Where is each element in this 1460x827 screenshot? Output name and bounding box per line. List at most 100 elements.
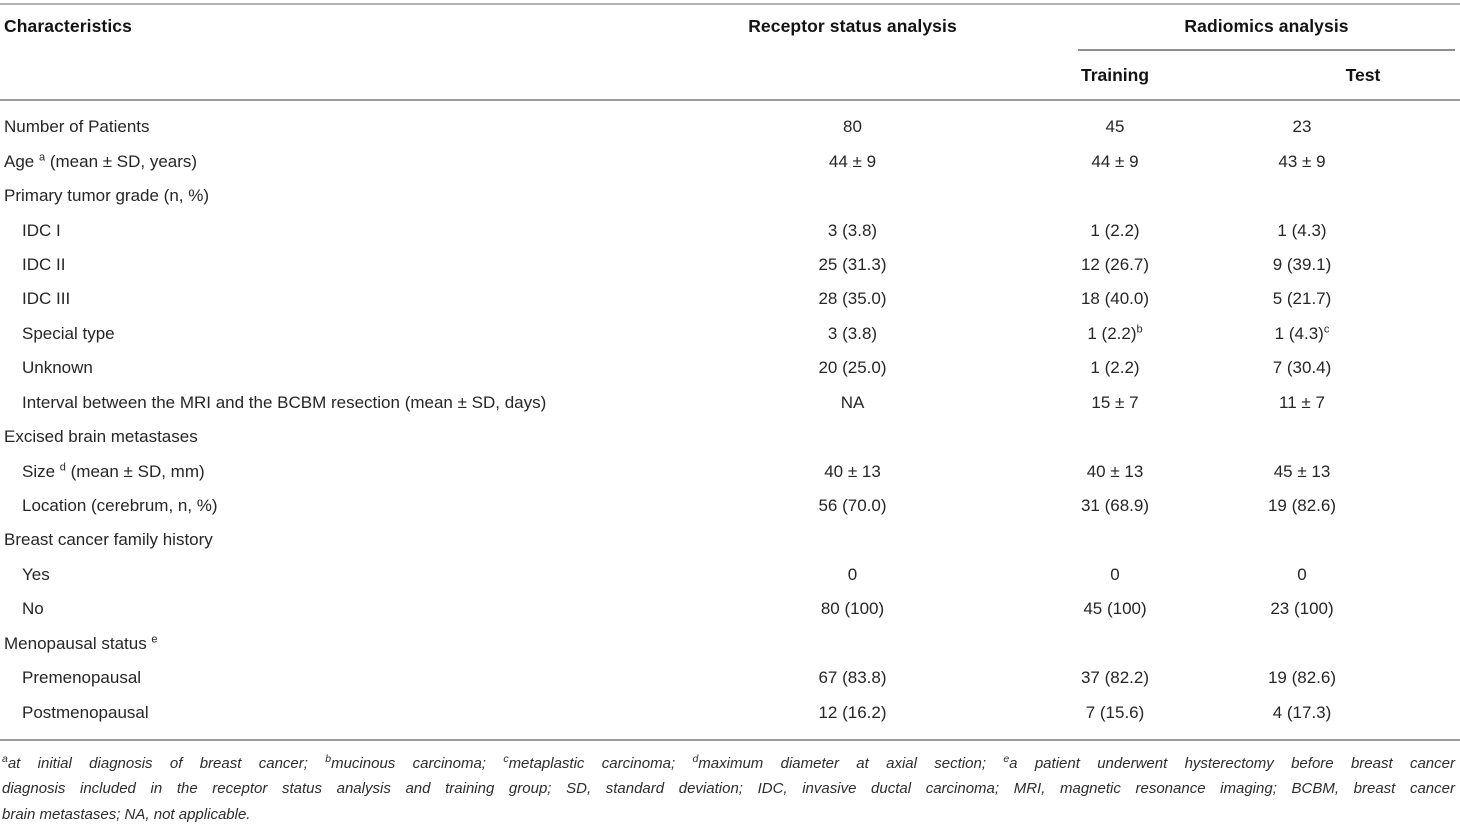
- superscript-marker: a: [2, 753, 8, 765]
- cell-test: 0: [1297, 564, 1307, 584]
- superscript-marker: d: [692, 753, 699, 765]
- footnote-line: diagnosis included in the receptor statu…: [2, 780, 1455, 798]
- superscript-marker: b: [325, 753, 332, 765]
- cell-receptor: 56 (70.0): [818, 496, 887, 516]
- table-row: Age a (mean ± SD, years) 44 ± 9 44 ± 9 43 ±…: [0, 144, 1460, 178]
- col-header-test: Test: [1345, 65, 1381, 85]
- cell-receptor: NA: [840, 392, 865, 412]
- cell-receptor: 3 (3.8): [827, 323, 878, 343]
- table-row: Special type 3 (3.8) 1 (2.2)b 1 (4.3)c: [0, 317, 1460, 351]
- superscript-marker: e: [151, 633, 158, 646]
- cell-test: 43 ± 9: [1278, 151, 1326, 171]
- col-header-training: Training: [1080, 65, 1150, 85]
- row-label: Yes: [22, 564, 50, 584]
- row-label: IDC III: [22, 289, 71, 309]
- cell-receptor: 44 ± 9: [828, 151, 877, 171]
- cell-receptor: 12 (16.2): [818, 702, 887, 722]
- radiomics-spanner-rule: [1078, 49, 1455, 51]
- table-row: IDC II 25 (31.3) 12 (26.7) 9 (39.1): [0, 248, 1460, 282]
- cell-training: 15 ± 7: [1091, 392, 1139, 412]
- cell-receptor: 67 (83.8): [818, 668, 887, 688]
- table-row: Breast cancer family history: [0, 523, 1460, 557]
- cell-training: 0: [1110, 564, 1120, 584]
- cell-training: 1 (2.2)b: [1087, 323, 1143, 343]
- cell-test: 11 ± 7: [1279, 392, 1325, 412]
- table-row: Postmenopausal 12 (16.2) 7 (15.6) 4 (17.3): [0, 695, 1460, 729]
- cell-test: 9 (39.1): [1272, 254, 1332, 274]
- table-body: Number of Patients 80 45 23 Age a (mean ± SD…: [0, 110, 1460, 730]
- table-row: Premenopausal 67 (83.8) 37 (82.2) 19 (82.6): [0, 661, 1460, 695]
- cell-training: 7 (15.6): [1085, 702, 1145, 722]
- cell-training: 44 ± 9: [1091, 151, 1139, 171]
- cell-training: 18 (40.0): [1080, 289, 1150, 309]
- table-row: IDC I 3 (3.8) 1 (2.2) 1 (4.3): [0, 213, 1460, 247]
- header-bottom-rule: [0, 99, 1460, 101]
- superscript-marker: a: [38, 151, 46, 163]
- table-row: Size d (mean ± SD, mm) 40 ± 13 40 ± 13 45 ±…: [0, 454, 1460, 488]
- cell-test: 23: [1292, 117, 1312, 137]
- table-row: Number of Patients 80 45 23: [0, 110, 1460, 144]
- footnote-line: brain metastases; NA, not applicable.: [2, 805, 251, 823]
- row-label: Menopausal status e: [4, 633, 158, 653]
- row-label: Premenopausal: [22, 668, 142, 688]
- row-label: Location (cerebrum, n, %): [22, 496, 218, 516]
- table-row: Excised brain metastases: [0, 420, 1460, 454]
- superscript-marker: d: [59, 460, 66, 473]
- cell-receptor: 80: [843, 117, 862, 137]
- table-row: IDC III 28 (35.0) 18 (40.0) 5 (21.7): [0, 282, 1460, 316]
- footnote-line: aat initial diagnosis of breast cancer; …: [2, 753, 1455, 772]
- table-row: Yes 0 0 0: [0, 558, 1460, 592]
- row-label: Special type: [22, 323, 115, 343]
- col-header-radiomics: Radiomics analysis: [1184, 16, 1349, 36]
- cell-training: 12 (26.7): [1080, 254, 1150, 274]
- row-label: Age a (mean ± SD, years): [4, 151, 198, 171]
- cell-training: 1 (2.2): [1090, 220, 1140, 240]
- row-label: Interval between the MRI and the BCBM re…: [22, 392, 547, 412]
- row-label: Number of Patients: [4, 117, 150, 137]
- row-label: Breast cancer family history: [4, 530, 213, 550]
- table-top-rule: [0, 3, 1460, 5]
- cell-test: 45 ± 13: [1273, 461, 1331, 481]
- cell-training: 45 (100): [1083, 599, 1147, 619]
- cell-test: 4 (17.3): [1272, 702, 1332, 722]
- table-bottom-rule: [0, 739, 1460, 741]
- table-row: No 80 (100) 45 (100) 23 (100): [0, 592, 1460, 626]
- row-label: Postmenopausal: [22, 702, 149, 722]
- footnotes: aat initial diagnosis of breast cancer; …: [2, 751, 1455, 827]
- row-label: No: [22, 599, 44, 619]
- cell-test: 19 (82.6): [1267, 668, 1337, 688]
- table-row: Menopausal status e: [0, 627, 1460, 661]
- cell-test: 1 (4.3)c: [1274, 323, 1330, 343]
- table-row: Interval between the MRI and the BCBM re…: [0, 386, 1460, 420]
- cell-training: 1 (2.2): [1090, 358, 1140, 378]
- superscript-marker: b: [1136, 323, 1143, 336]
- col-header-characteristics: Characteristics: [4, 16, 132, 36]
- cell-receptor: 40 ± 13: [824, 461, 881, 481]
- cell-training: 31 (68.9): [1080, 496, 1150, 516]
- cell-test: 7 (30.4): [1272, 358, 1332, 378]
- row-label: Unknown: [22, 358, 93, 378]
- table-row: Location (cerebrum, n, %) 56 (70.0) 31 (68…: [0, 489, 1460, 523]
- cell-training: 45: [1105, 117, 1125, 137]
- row-label: Primary tumor grade (n, %): [4, 186, 209, 206]
- row-label: Excised brain metastases: [4, 427, 198, 447]
- cell-test: 1 (4.3): [1277, 220, 1327, 240]
- cell-test: 5 (21.7): [1272, 289, 1332, 309]
- cell-test: 23 (100): [1270, 599, 1334, 619]
- row-label: IDC II: [22, 254, 66, 274]
- cell-receptor: 25 (31.3): [818, 254, 887, 274]
- cell-test: 19 (82.6): [1267, 496, 1337, 516]
- cell-training: 37 (82.2): [1080, 668, 1150, 688]
- cell-receptor: 20 (25.0): [818, 358, 887, 378]
- row-label: IDC I: [22, 220, 61, 240]
- cell-receptor: 0: [847, 564, 858, 584]
- table-row: Unknown 20 (25.0) 1 (2.2) 7 (30.4): [0, 351, 1460, 385]
- superscript-marker: c: [1323, 323, 1330, 336]
- superscript-marker: e: [1003, 753, 1010, 765]
- cell-receptor: 3 (3.8): [827, 220, 878, 240]
- superscript-marker: c: [503, 753, 509, 765]
- table-row: Primary tumor grade (n, %): [0, 179, 1460, 213]
- cell-receptor: 80 (100): [820, 599, 885, 619]
- row-label: Size d (mean ± SD, mm): [22, 460, 205, 481]
